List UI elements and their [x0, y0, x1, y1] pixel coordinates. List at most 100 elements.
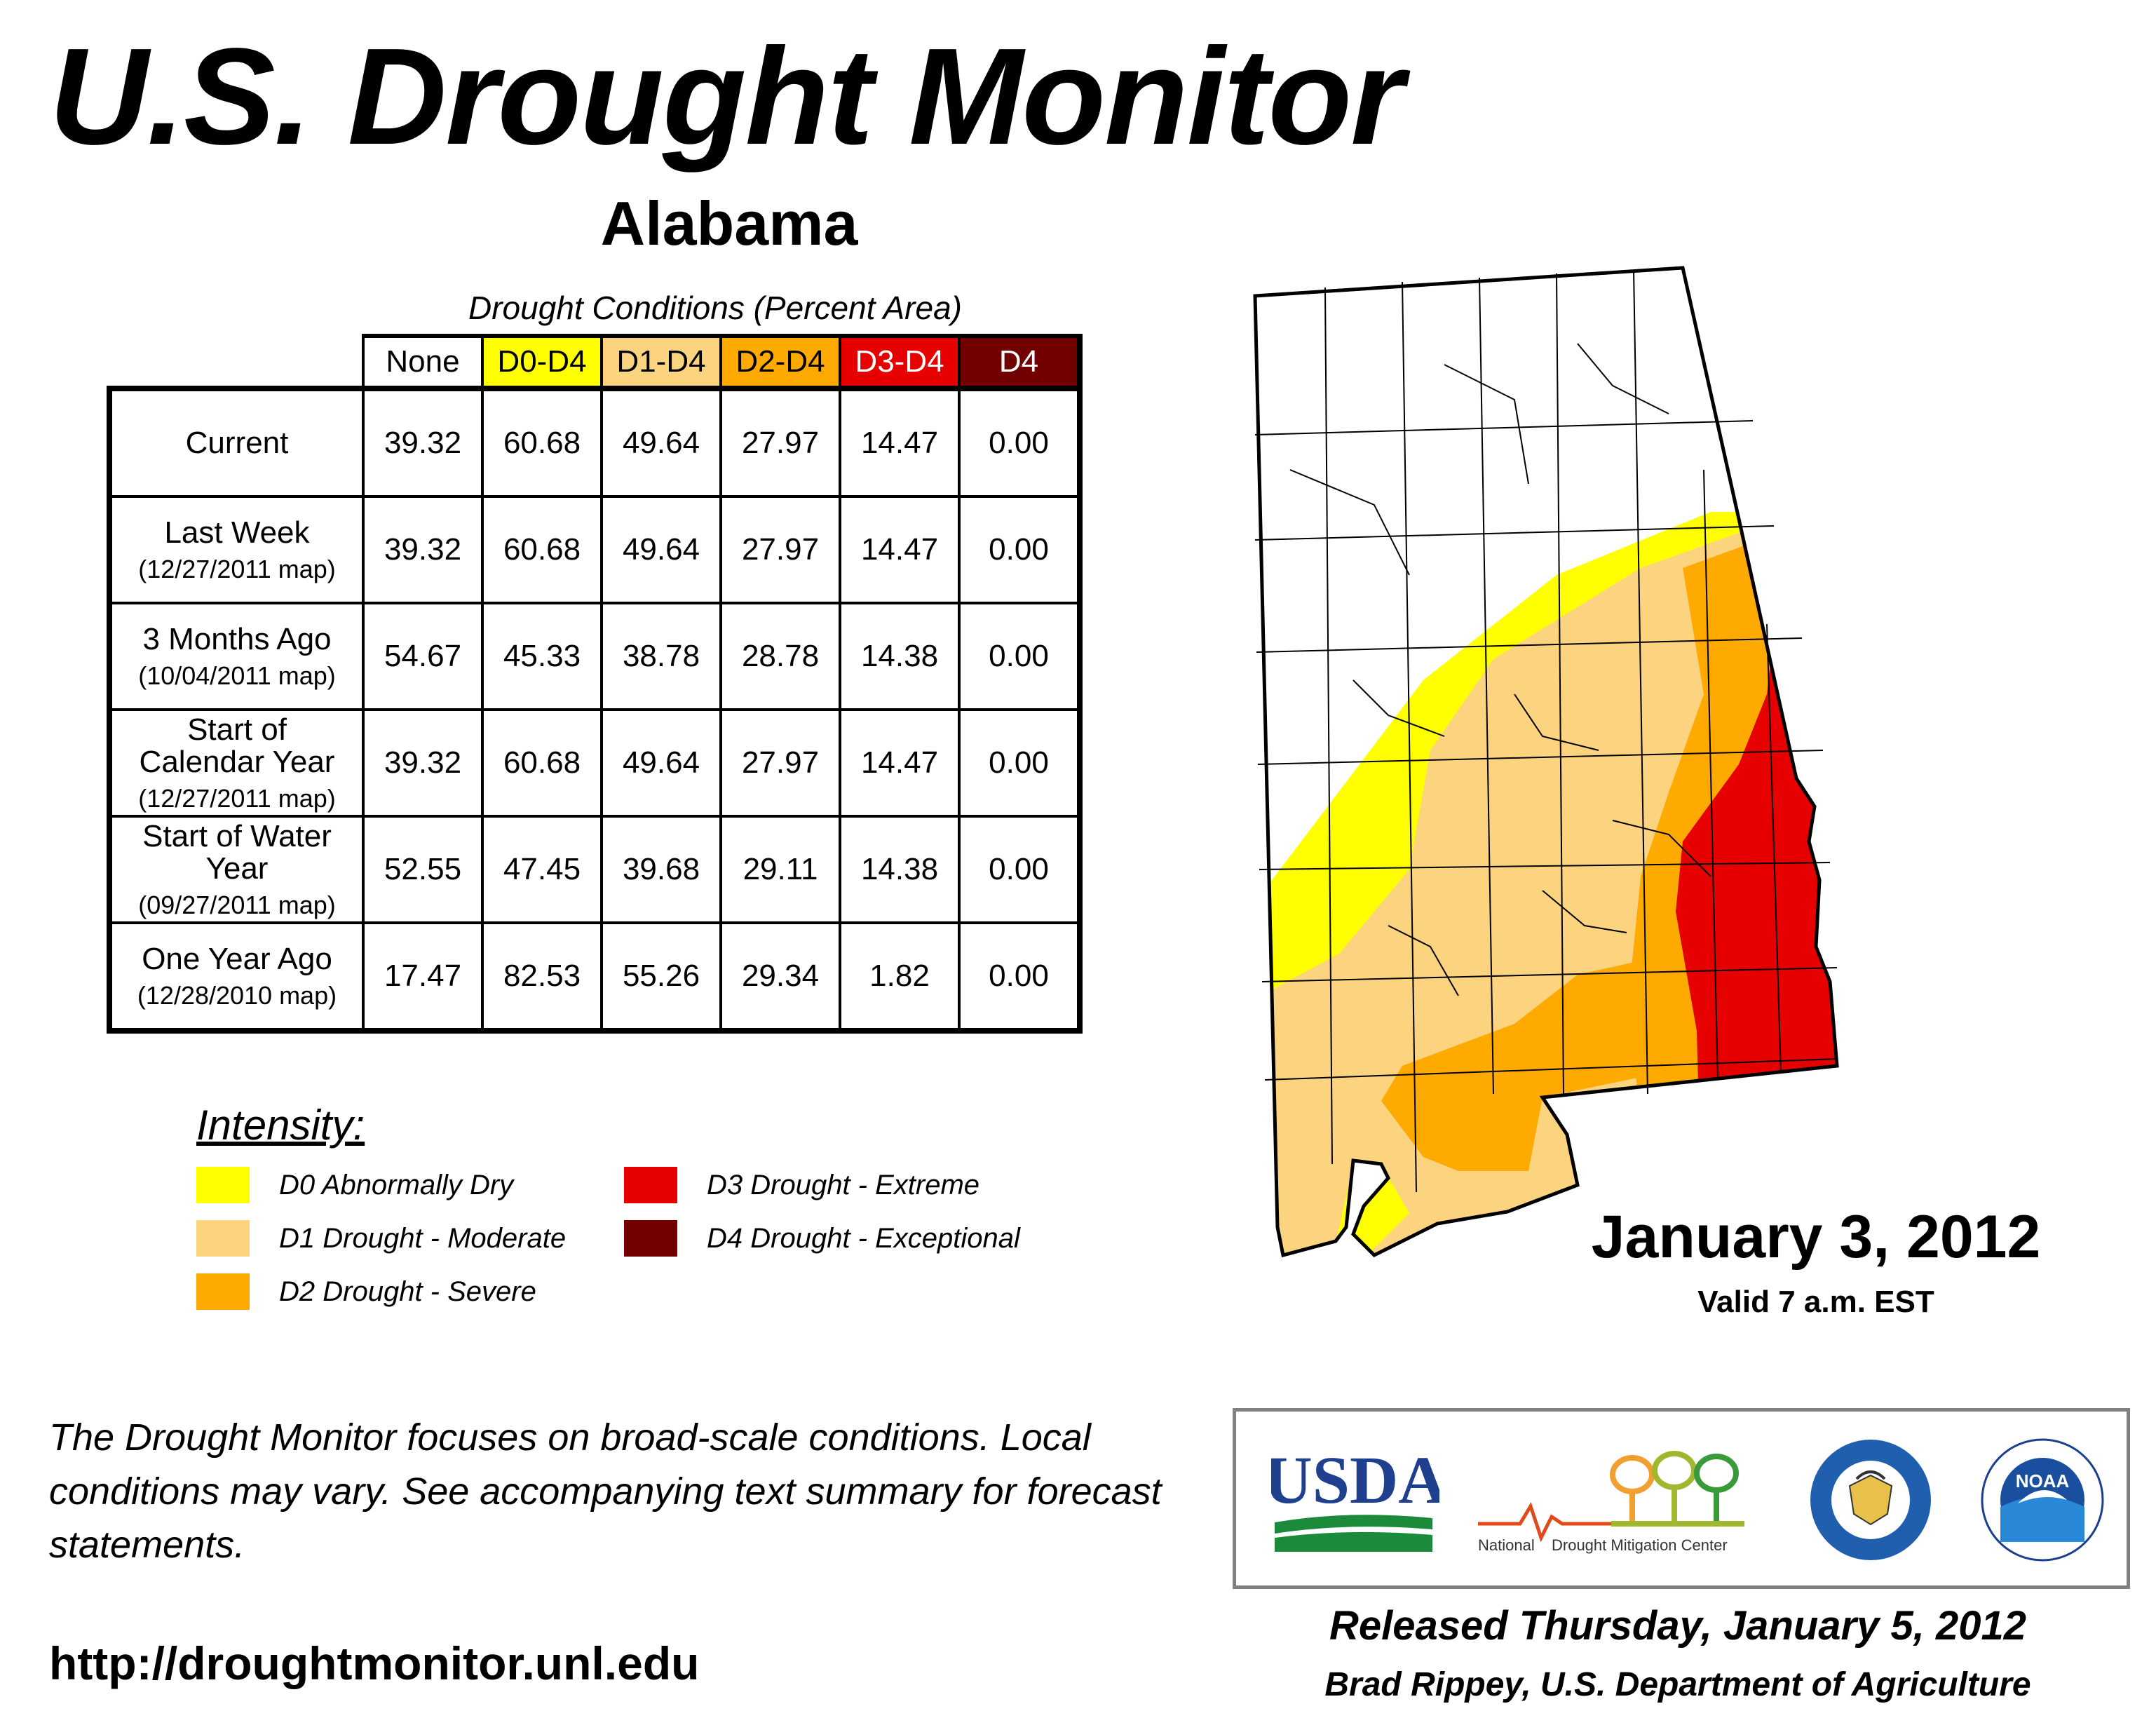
- ndmc-label-left: National: [1478, 1536, 1535, 1554]
- alabama-outline: [1253, 266, 1839, 1258]
- row-label-text: 3 Months Ago: [142, 622, 332, 656]
- noaa-logo: NOAA: [1981, 1438, 2104, 1562]
- area-d2-south: [1381, 961, 1662, 1171]
- legend-label-d2: D2 Drought - Severe: [279, 1276, 536, 1307]
- doc-seal-shield: [1848, 1474, 1893, 1526]
- row-label-map-date: (12/27/2011 map): [138, 555, 336, 584]
- legend-swatch-d2: [196, 1273, 250, 1310]
- drought-monitor-url[interactable]: http://droughtmonitor.unl.edu: [49, 1637, 700, 1689]
- table-cell: 14.38: [839, 602, 961, 711]
- table-row: Last Week (12/27/2011 map) 39.32 60.68 49.64…: [107, 495, 1083, 604]
- table-cell: 1.82: [839, 921, 961, 1034]
- row-label: 3 Months Ago (10/04/2011 map): [107, 602, 365, 711]
- legend-title: Intensity:: [196, 1102, 365, 1149]
- ndmc-label-right: Drought Mitigation Center: [1552, 1536, 1728, 1554]
- table-cell: 47.45: [481, 815, 603, 924]
- row-label: Last Week (12/27/2011 map): [107, 495, 365, 604]
- legend-label-d3: D3 Drought - Extreme: [707, 1169, 980, 1200]
- table-cell: 27.97: [719, 708, 841, 818]
- usda-stripe-1: [1275, 1515, 1432, 1534]
- col-none: None: [362, 334, 484, 390]
- table-cell: 29.34: [719, 921, 841, 1034]
- map-date: January 3, 2012: [1591, 1203, 2041, 1271]
- legend-swatch-d3: [624, 1167, 677, 1203]
- legend-item-d3: D3 Drought - Extreme: [624, 1167, 979, 1203]
- legend-swatch-d4: [624, 1220, 677, 1257]
- row-label-map-date: (12/27/2011 map): [138, 784, 336, 813]
- table-cell: 55.26: [600, 921, 722, 1034]
- table-cell: 0.00: [958, 495, 1083, 604]
- row-label: Start of Water Year (09/27/2011 map): [107, 815, 365, 924]
- legend-item-d0: D0 Abnormally Dry: [196, 1167, 513, 1203]
- usda-stripe-2: [1275, 1531, 1432, 1552]
- table-cell: 38.78: [600, 602, 722, 711]
- row-label: Current: [107, 386, 365, 498]
- release-date: Released Thursday, January 5, 2012: [1329, 1603, 2027, 1649]
- noaa-logo-text: NOAA: [2016, 1470, 2070, 1491]
- table-row: Start of Water Year (09/27/2011 map) 52.55…: [107, 815, 1083, 924]
- table-cell: 0.00: [958, 921, 1083, 1034]
- table-cell: 49.64: [600, 495, 722, 604]
- main-title: U.S. Drought Monitor: [49, 20, 1404, 173]
- legend-label-d0: D0 Abnormally Dry: [279, 1169, 514, 1200]
- col-d4: D4: [958, 334, 1083, 390]
- legend-item-d1: D1 Drought - Moderate: [196, 1220, 566, 1257]
- drought-areas: [1255, 268, 1837, 1255]
- map-valid-time: Valid 7 a.m. EST: [1697, 1285, 1934, 1319]
- table-cell: 60.68: [481, 386, 603, 498]
- table-cell: 39.32: [362, 386, 484, 498]
- legend-label-d4: D4 Drought - Exceptional: [707, 1222, 1020, 1254]
- ndmc-pulse-line: [1478, 1502, 1611, 1543]
- ndmc-trees-icon: [1610, 1451, 1744, 1527]
- table-row: Start of Calendar Year (12/27/2011 map) 39…: [107, 708, 1083, 818]
- table-corner: [109, 336, 365, 390]
- legend-swatch-d1: [196, 1220, 250, 1257]
- table-cell: 27.97: [719, 495, 841, 604]
- table-body: Current 39.32 60.68 49.64 27.97 14.47 0.00 Last…: [107, 386, 1083, 1034]
- row-label-text: Start of Water Year: [142, 818, 332, 886]
- table-cell: 82.53: [481, 921, 603, 1034]
- table-cell: 49.64: [600, 386, 722, 498]
- table-cell: 39.68: [600, 815, 722, 924]
- drought-conditions-table: None D0-D4 D1-D4 D2-D4 D3-D4 D4 Current 3…: [107, 334, 1083, 1034]
- state-title: Alabama: [600, 189, 858, 258]
- area-d1-pocket: [1578, 715, 1669, 961]
- col-d0-d4: D0-D4: [481, 334, 603, 390]
- author: Brad Rippey, U.S. Department of Agricult…: [1324, 1666, 2031, 1703]
- table-cell: 28.78: [719, 602, 841, 711]
- disclaimer-note: The Drought Monitor focuses on broad-sca…: [49, 1416, 1162, 1567]
- table-cell: 39.32: [362, 495, 484, 604]
- table-cell: 14.47: [839, 708, 961, 818]
- table-header-row: None D0-D4 D1-D4 D2-D4 D3-D4 D4: [109, 334, 1083, 390]
- noaa-bird-icon: [2018, 1490, 2067, 1503]
- table-cell: 17.47: [362, 921, 484, 1034]
- table-row: 3 Months Ago (10/04/2011 map) 54.67 45.33 38…: [107, 602, 1083, 711]
- legend-swatch-d0: [196, 1167, 250, 1203]
- legend-item-d2: D2 Drought - Severe: [196, 1273, 536, 1310]
- row-label: One Year Ago (12/28/2010 map): [107, 921, 365, 1034]
- table-cell: 0.00: [958, 386, 1083, 498]
- county-lines: [1254, 269, 1838, 1193]
- col-d2-d4: D2-D4: [719, 334, 841, 390]
- table-cell: 14.47: [839, 386, 961, 498]
- doc-seal-icon: [1810, 1440, 1931, 1560]
- table-cell: 0.00: [958, 708, 1083, 818]
- table-row: Current 39.32 60.68 49.64 27.97 14.47 0.00: [107, 386, 1083, 498]
- table-caption: Drought Conditions (Percent Area): [468, 290, 962, 326]
- table-cell: 0.00: [958, 815, 1083, 924]
- table-cell: 54.67: [362, 602, 484, 711]
- table-cell: 39.32: [362, 708, 484, 818]
- col-d1-d4: D1-D4: [600, 334, 722, 390]
- table-cell: 45.33: [481, 602, 603, 711]
- legend-item-d4: D4 Drought - Exceptional: [624, 1220, 1020, 1257]
- table-cell: 14.38: [839, 815, 961, 924]
- row-label-map-date: (09/27/2011 map): [138, 891, 336, 920]
- row-label-map-date: (10/04/2011 map): [138, 661, 336, 691]
- row-label-text: Start of Calendar Year: [139, 712, 335, 780]
- table-cell: 52.55: [362, 815, 484, 924]
- row-label-text: Current: [185, 425, 289, 460]
- row-label-map-date: (12/28/2010 map): [137, 981, 337, 1010]
- row-label-text: Last Week: [164, 515, 310, 550]
- row-label: Start of Calendar Year (12/27/2011 map): [107, 708, 365, 818]
- table-row: One Year Ago (12/28/2010 map) 17.47 82.53 55…: [107, 921, 1083, 1034]
